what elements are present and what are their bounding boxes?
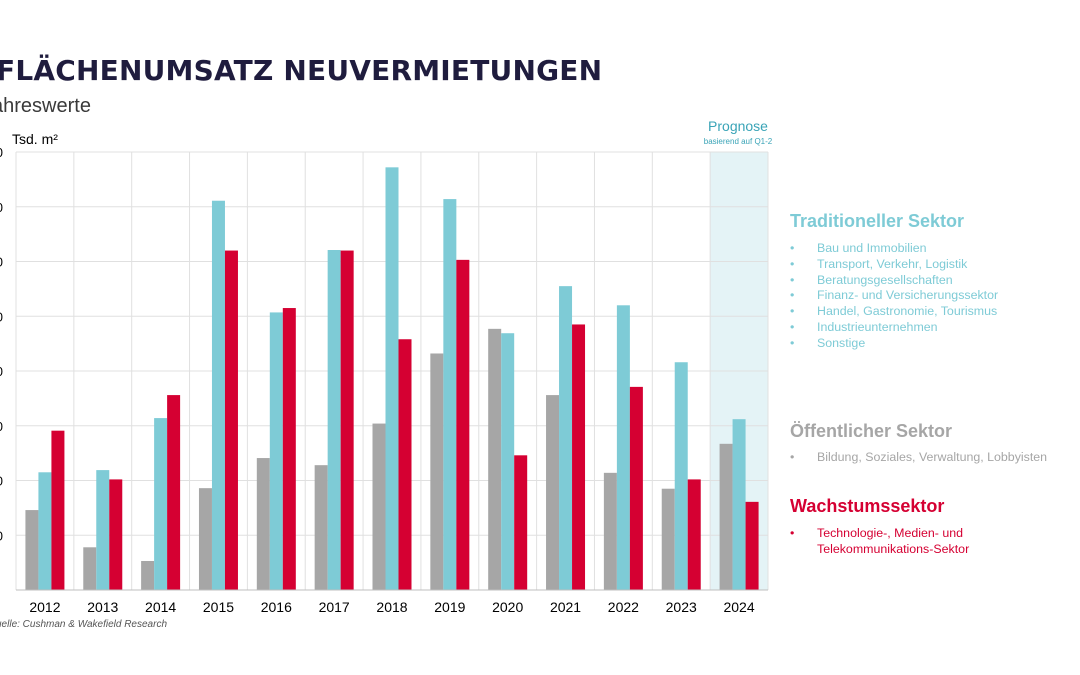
bar-traditional-2018 bbox=[385, 167, 399, 590]
bar-growth-2014 bbox=[167, 395, 181, 590]
chart-subtitle: ahreswerte bbox=[0, 95, 91, 117]
x-tick-label: 2023 bbox=[666, 599, 697, 615]
legend-title-growth: Wachstumssektor bbox=[790, 496, 945, 516]
bar-traditional-2012 bbox=[38, 472, 52, 590]
bar-traditional-2019 bbox=[443, 199, 457, 590]
bar-growth-2016 bbox=[282, 308, 296, 590]
chart-title: FLÄCHENUMSATZ NEUVERMIETUNGEN bbox=[0, 54, 603, 87]
legend-list-public: Bildung, Soziales, Verwaltung, Lobbyiste… bbox=[790, 450, 1047, 466]
source-note: uelle: Cushman & Wakefield Research bbox=[0, 619, 168, 630]
legend-list-traditional: Bau und Immobilien Transport, Verkehr, L… bbox=[790, 241, 998, 352]
bar-public-2024 bbox=[719, 443, 733, 590]
y-tick-label: 0 bbox=[0, 200, 3, 215]
bar-public-2016 bbox=[256, 458, 270, 590]
legend-title-traditional: Traditioneller Sektor bbox=[790, 211, 965, 231]
bar-growth-2018 bbox=[398, 339, 412, 590]
x-tick-label: 2013 bbox=[87, 599, 118, 615]
bar-public-2014 bbox=[141, 560, 155, 590]
bar-traditional-2023 bbox=[674, 362, 688, 590]
bar-traditional-2017 bbox=[327, 250, 341, 590]
y-tick-label: 0 bbox=[0, 145, 3, 160]
bar-growth-2020 bbox=[514, 455, 528, 590]
legend-item: Bau und Immobilien bbox=[790, 241, 998, 257]
legend-list-growth: Technologie-, Medien- und Telekommunikat… bbox=[790, 526, 1076, 558]
x-tick-label: 2015 bbox=[203, 599, 234, 615]
legend-item: Handel, Gastronomie, Tourismus bbox=[790, 304, 998, 320]
bar-public-2017 bbox=[314, 465, 328, 590]
legend-item: Finanz- und Versicherungssektor bbox=[790, 288, 998, 304]
y-tick-label: 0 bbox=[0, 255, 3, 270]
bar-public-2022 bbox=[603, 472, 617, 590]
bar-chart: 0 0 0 0 0 0 0 0 2012 2013 2014 2015 2016 2017 2018 2019… bbox=[0, 145, 769, 615]
bar-public-2021 bbox=[546, 395, 560, 590]
bar-growth-2023 bbox=[687, 479, 701, 590]
x-tick-label: 2017 bbox=[319, 599, 350, 615]
y-tick-label: 0 bbox=[0, 528, 3, 543]
x-tick-label: 2019 bbox=[434, 599, 465, 615]
bar-traditional-2016 bbox=[269, 312, 283, 590]
bar-growth-2022 bbox=[629, 386, 643, 590]
bar-public-2013 bbox=[83, 547, 97, 590]
bar-traditional-2024 bbox=[732, 419, 746, 590]
bar-public-2015 bbox=[198, 488, 212, 590]
forecast-sublabel: basierend auf Q1-2 bbox=[703, 137, 773, 146]
bar-traditional-2021 bbox=[559, 286, 573, 590]
forecast-label: Prognose bbox=[708, 118, 768, 134]
x-tick-label: 2014 bbox=[145, 599, 176, 615]
y-tick-label: 0 bbox=[0, 364, 3, 379]
bar-growth-2015 bbox=[224, 250, 238, 591]
y-tick-label: 0 bbox=[0, 309, 3, 324]
bar-public-2018 bbox=[372, 423, 386, 590]
legend-item: Bildung, Soziales, Verwaltung, Lobbyiste… bbox=[790, 450, 1047, 466]
bar-growth-2017 bbox=[340, 250, 354, 591]
bar-growth-2021 bbox=[572, 324, 586, 590]
bar-public-2020 bbox=[488, 328, 502, 590]
bar-growth-2013 bbox=[109, 479, 123, 590]
bar-growth-2012 bbox=[51, 430, 65, 590]
bar-traditional-2013 bbox=[96, 470, 110, 590]
x-tick-label: 2021 bbox=[550, 599, 581, 615]
legend-item: Industrieunternehmen bbox=[790, 320, 998, 336]
bar-traditional-2022 bbox=[616, 305, 630, 590]
y-axis-unit-label: Tsd. m² bbox=[12, 131, 58, 147]
legend-item: Technologie-, Medien- und Telekommunikat… bbox=[790, 526, 1076, 558]
x-tick-label: 2016 bbox=[261, 599, 292, 615]
legend-title-public: Öffentlicher Sektor bbox=[790, 421, 953, 441]
bar-public-2012 bbox=[25, 510, 39, 590]
x-tick-label: 2022 bbox=[608, 599, 639, 615]
x-tick-label: 2012 bbox=[29, 599, 60, 615]
y-tick-label: 0 bbox=[0, 474, 3, 489]
bar-growth-2024 bbox=[745, 501, 759, 590]
x-tick-label: 2018 bbox=[376, 599, 407, 615]
legend-item: Sonstige bbox=[790, 336, 998, 352]
y-tick-label: 0 bbox=[0, 419, 3, 434]
legend-item: Transport, Verkehr, Logistik bbox=[790, 257, 998, 273]
legend-item: Beratungsgesellschaften bbox=[790, 273, 998, 289]
x-tick-label: 2024 bbox=[723, 599, 754, 615]
bar-public-2019 bbox=[430, 353, 444, 590]
bar-traditional-2020 bbox=[501, 333, 515, 590]
bar-public-2023 bbox=[661, 488, 675, 590]
bar-growth-2019 bbox=[456, 259, 470, 590]
x-tick-label: 2020 bbox=[492, 599, 523, 615]
bar-traditional-2014 bbox=[154, 418, 168, 590]
bar-traditional-2015 bbox=[211, 200, 225, 591]
